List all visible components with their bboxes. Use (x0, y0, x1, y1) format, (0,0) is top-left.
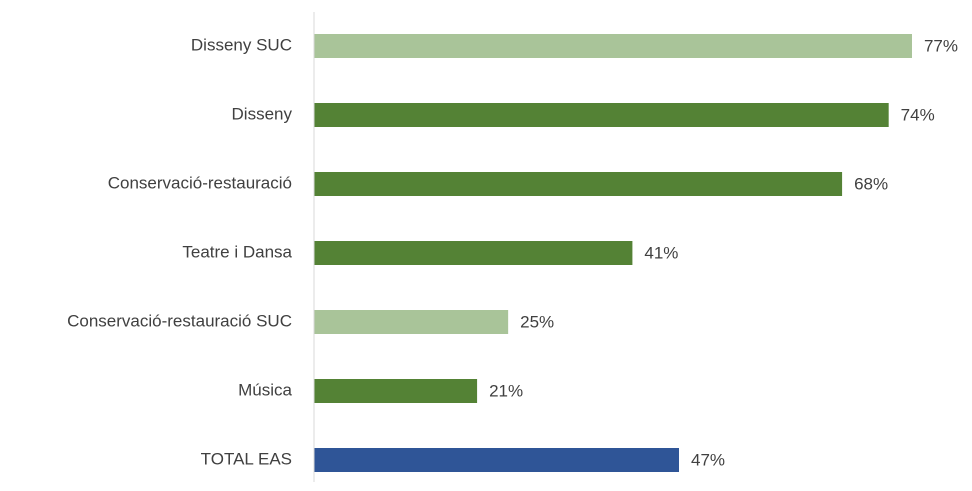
bar (314, 310, 509, 334)
bar (314, 34, 912, 58)
category-label: Conservació-restauració SUC (67, 311, 292, 330)
value-label: 25% (520, 312, 554, 331)
bar (314, 241, 633, 265)
bar (314, 172, 843, 196)
value-label: 41% (644, 243, 678, 262)
category-label: Disseny (232, 104, 293, 123)
bar (314, 103, 889, 127)
category-label: TOTAL EAS (201, 449, 292, 468)
category-label: Teatre i Dansa (182, 242, 292, 261)
bar (314, 448, 680, 472)
bar (314, 379, 478, 403)
value-label: 74% (901, 105, 935, 124)
category-label: Disseny SUC (191, 35, 292, 54)
value-label: 47% (691, 450, 725, 469)
value-label: 77% (924, 36, 958, 55)
category-label: Conservació-restauració (108, 173, 292, 192)
category-label: Música (238, 380, 292, 399)
value-label: 68% (854, 174, 888, 193)
value-label: 21% (489, 381, 523, 400)
